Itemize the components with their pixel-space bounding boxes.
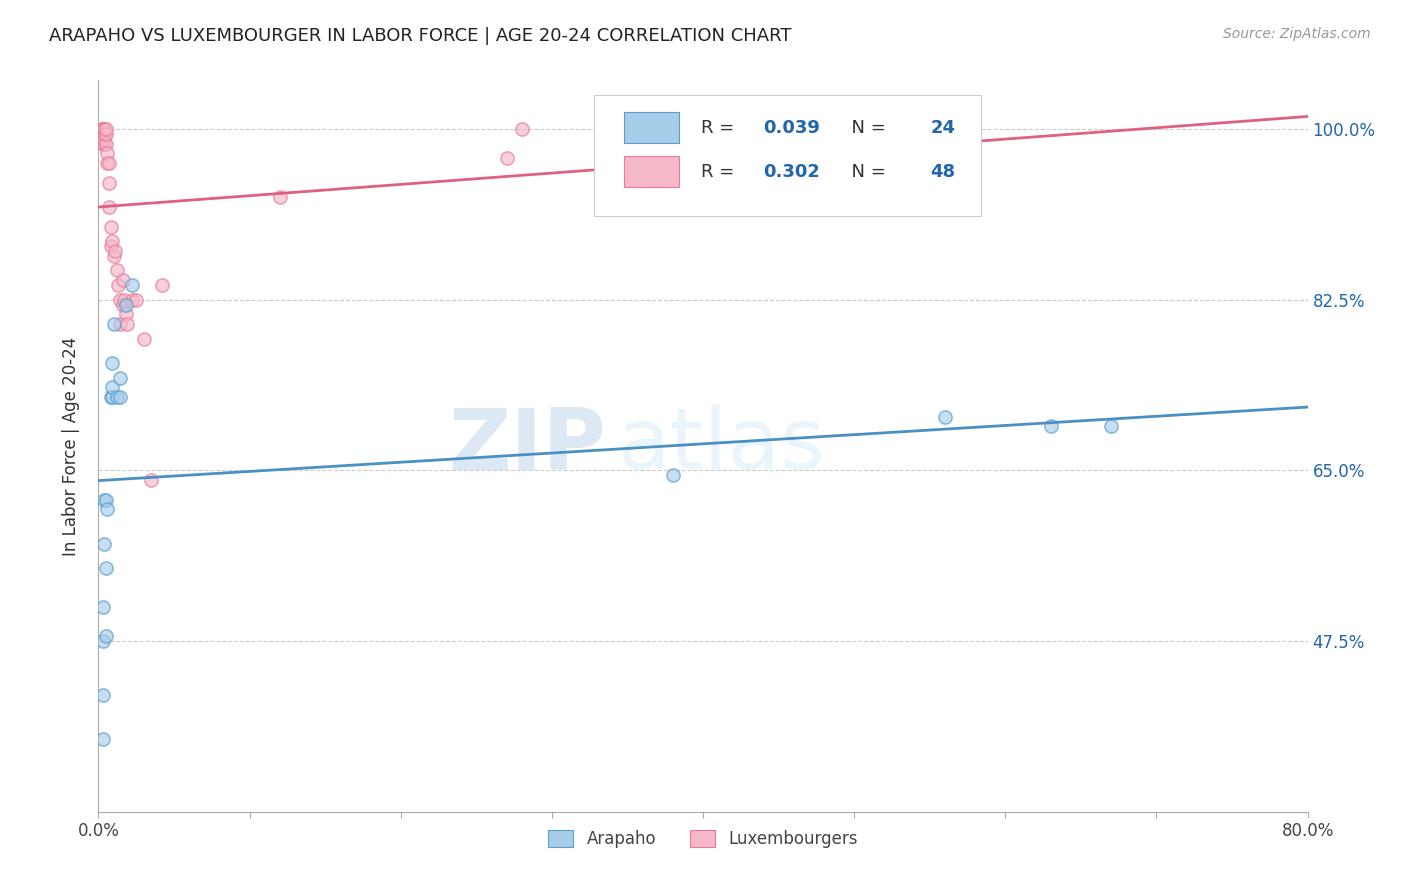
Point	[93, 127, 115, 141]
Point	[115, 317, 138, 331]
Point	[150, 278, 173, 293]
Text: 0.302: 0.302	[763, 162, 820, 181]
Point	[91, 634, 114, 648]
Point	[105, 390, 128, 404]
Point	[94, 122, 117, 136]
Point	[114, 297, 136, 311]
Point	[495, 151, 517, 165]
Text: 48: 48	[931, 162, 956, 181]
Point	[661, 122, 683, 136]
Point	[93, 536, 115, 550]
Point	[91, 599, 114, 614]
Point	[1099, 419, 1122, 434]
Text: R =: R =	[700, 119, 740, 136]
Point	[94, 629, 117, 643]
Point	[108, 293, 131, 307]
Point	[1039, 419, 1062, 434]
Point	[934, 409, 956, 424]
Point	[105, 263, 128, 277]
Point	[93, 136, 115, 151]
Point	[141, 473, 163, 487]
Text: R =: R =	[700, 162, 740, 181]
Point	[94, 561, 117, 575]
Point	[107, 278, 129, 293]
Point	[108, 317, 131, 331]
Point	[510, 122, 533, 136]
Point	[111, 297, 134, 311]
Point	[93, 492, 115, 507]
Text: ARAPAHO VS LUXEMBOURGER IN LABOR FORCE | AGE 20-24 CORRELATION CHART: ARAPAHO VS LUXEMBOURGER IN LABOR FORCE |…	[49, 27, 792, 45]
Point	[101, 234, 124, 248]
Point	[91, 688, 114, 702]
Bar	[624, 112, 679, 144]
Point	[94, 136, 117, 151]
Text: 24: 24	[931, 119, 955, 136]
Point	[93, 132, 115, 146]
Point	[91, 132, 114, 146]
Text: ZIP: ZIP	[449, 404, 606, 488]
Point	[91, 122, 114, 136]
Point	[103, 249, 125, 263]
Point	[101, 356, 124, 370]
Point	[91, 122, 114, 136]
Point	[111, 273, 134, 287]
Point	[98, 176, 121, 190]
Point	[101, 390, 124, 404]
Point	[94, 492, 117, 507]
Point	[93, 122, 115, 136]
Text: 0.039: 0.039	[763, 119, 820, 136]
Point	[100, 239, 122, 253]
Text: Source: ZipAtlas.com: Source: ZipAtlas.com	[1223, 27, 1371, 41]
FancyBboxPatch shape	[595, 95, 981, 216]
Point	[91, 122, 114, 136]
Text: N =: N =	[839, 119, 891, 136]
Point	[661, 468, 683, 483]
Point	[132, 332, 155, 346]
Point	[269, 190, 291, 204]
Point	[101, 380, 124, 394]
Point	[96, 146, 118, 161]
Point	[91, 122, 114, 136]
Point	[91, 127, 114, 141]
Point	[100, 390, 122, 404]
Point	[91, 122, 114, 136]
Point	[121, 278, 143, 293]
Point	[93, 122, 115, 136]
Point	[125, 293, 148, 307]
Y-axis label: In Labor Force | Age 20-24: In Labor Force | Age 20-24	[62, 336, 80, 556]
Legend: Arapaho, Luxembourgers: Arapaho, Luxembourgers	[541, 823, 865, 855]
Point	[121, 293, 143, 307]
Point	[91, 136, 114, 151]
Point	[108, 390, 131, 404]
Point	[112, 293, 135, 307]
Point	[91, 122, 114, 136]
Point	[96, 156, 118, 170]
Point	[108, 370, 131, 384]
Point	[98, 200, 121, 214]
Point	[96, 502, 118, 516]
Bar	[624, 156, 679, 187]
Point	[94, 127, 117, 141]
Point	[91, 122, 114, 136]
Point	[114, 307, 136, 321]
Point	[98, 156, 121, 170]
Point	[91, 122, 114, 136]
Point	[104, 244, 127, 258]
Point	[103, 317, 125, 331]
Point	[91, 731, 114, 746]
Point	[100, 219, 122, 234]
Text: N =: N =	[839, 162, 891, 181]
Text: atlas: atlas	[619, 404, 827, 488]
Point	[91, 122, 114, 136]
